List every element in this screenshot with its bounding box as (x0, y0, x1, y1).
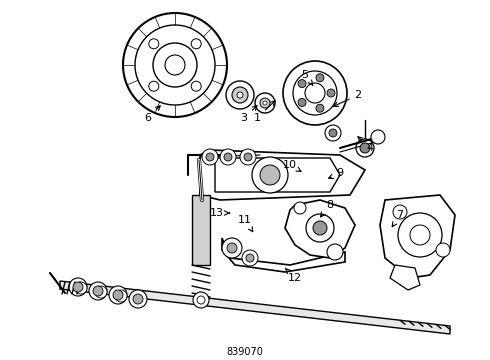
Circle shape (193, 292, 209, 308)
Text: 6: 6 (145, 106, 160, 123)
Circle shape (325, 125, 341, 141)
Circle shape (260, 98, 270, 108)
Circle shape (260, 165, 280, 185)
Circle shape (356, 139, 374, 157)
Circle shape (202, 149, 218, 165)
Polygon shape (60, 281, 450, 334)
Circle shape (316, 74, 324, 82)
Circle shape (329, 129, 337, 137)
Circle shape (371, 130, 385, 144)
Circle shape (93, 286, 103, 296)
Circle shape (306, 214, 334, 242)
Circle shape (115, 290, 127, 302)
Polygon shape (200, 150, 365, 200)
Circle shape (220, 149, 236, 165)
Circle shape (75, 282, 87, 294)
Circle shape (240, 149, 256, 165)
Polygon shape (390, 265, 420, 290)
Circle shape (226, 81, 254, 109)
Circle shape (298, 80, 306, 87)
Text: 13: 13 (210, 208, 230, 218)
Circle shape (149, 81, 159, 91)
Text: 4: 4 (358, 137, 373, 153)
Text: 11: 11 (238, 215, 253, 231)
Circle shape (294, 202, 306, 214)
Circle shape (135, 25, 215, 105)
Circle shape (69, 278, 87, 296)
Text: 1: 1 (253, 101, 275, 123)
Circle shape (232, 87, 248, 103)
Circle shape (316, 104, 324, 112)
Circle shape (360, 143, 370, 153)
Polygon shape (192, 195, 210, 265)
Circle shape (410, 225, 430, 245)
Circle shape (191, 39, 201, 49)
Circle shape (393, 205, 407, 219)
Polygon shape (380, 195, 455, 278)
Circle shape (224, 153, 232, 161)
Circle shape (206, 153, 214, 161)
Circle shape (242, 250, 258, 266)
Circle shape (149, 39, 159, 49)
Text: 5: 5 (301, 70, 313, 85)
Circle shape (191, 81, 201, 91)
Circle shape (293, 71, 337, 115)
Circle shape (165, 55, 185, 75)
Circle shape (244, 153, 252, 161)
Text: 7: 7 (392, 210, 404, 227)
Circle shape (327, 244, 343, 260)
Text: 12: 12 (285, 268, 302, 283)
Circle shape (222, 238, 242, 258)
Circle shape (313, 221, 327, 235)
Text: 839070: 839070 (226, 347, 264, 357)
Circle shape (89, 282, 107, 300)
Circle shape (123, 13, 227, 117)
Circle shape (237, 92, 243, 98)
Text: 9: 9 (329, 168, 343, 179)
Circle shape (246, 254, 254, 262)
Text: 8: 8 (320, 200, 334, 217)
Circle shape (129, 290, 147, 308)
Circle shape (283, 61, 347, 125)
Circle shape (436, 243, 450, 257)
Text: 3: 3 (241, 106, 257, 123)
Circle shape (133, 294, 143, 304)
Circle shape (252, 157, 288, 193)
Text: 10: 10 (283, 160, 301, 171)
Circle shape (113, 290, 123, 300)
Polygon shape (285, 200, 355, 258)
Circle shape (263, 101, 267, 105)
Circle shape (109, 286, 127, 304)
Polygon shape (222, 238, 345, 272)
Circle shape (255, 93, 275, 113)
Text: 2: 2 (334, 90, 362, 107)
Circle shape (227, 243, 237, 253)
Circle shape (298, 98, 306, 107)
Circle shape (305, 83, 325, 103)
Circle shape (327, 89, 335, 97)
Circle shape (153, 43, 197, 87)
Circle shape (73, 282, 83, 292)
Circle shape (398, 213, 442, 257)
Polygon shape (215, 158, 340, 192)
Circle shape (95, 286, 107, 298)
